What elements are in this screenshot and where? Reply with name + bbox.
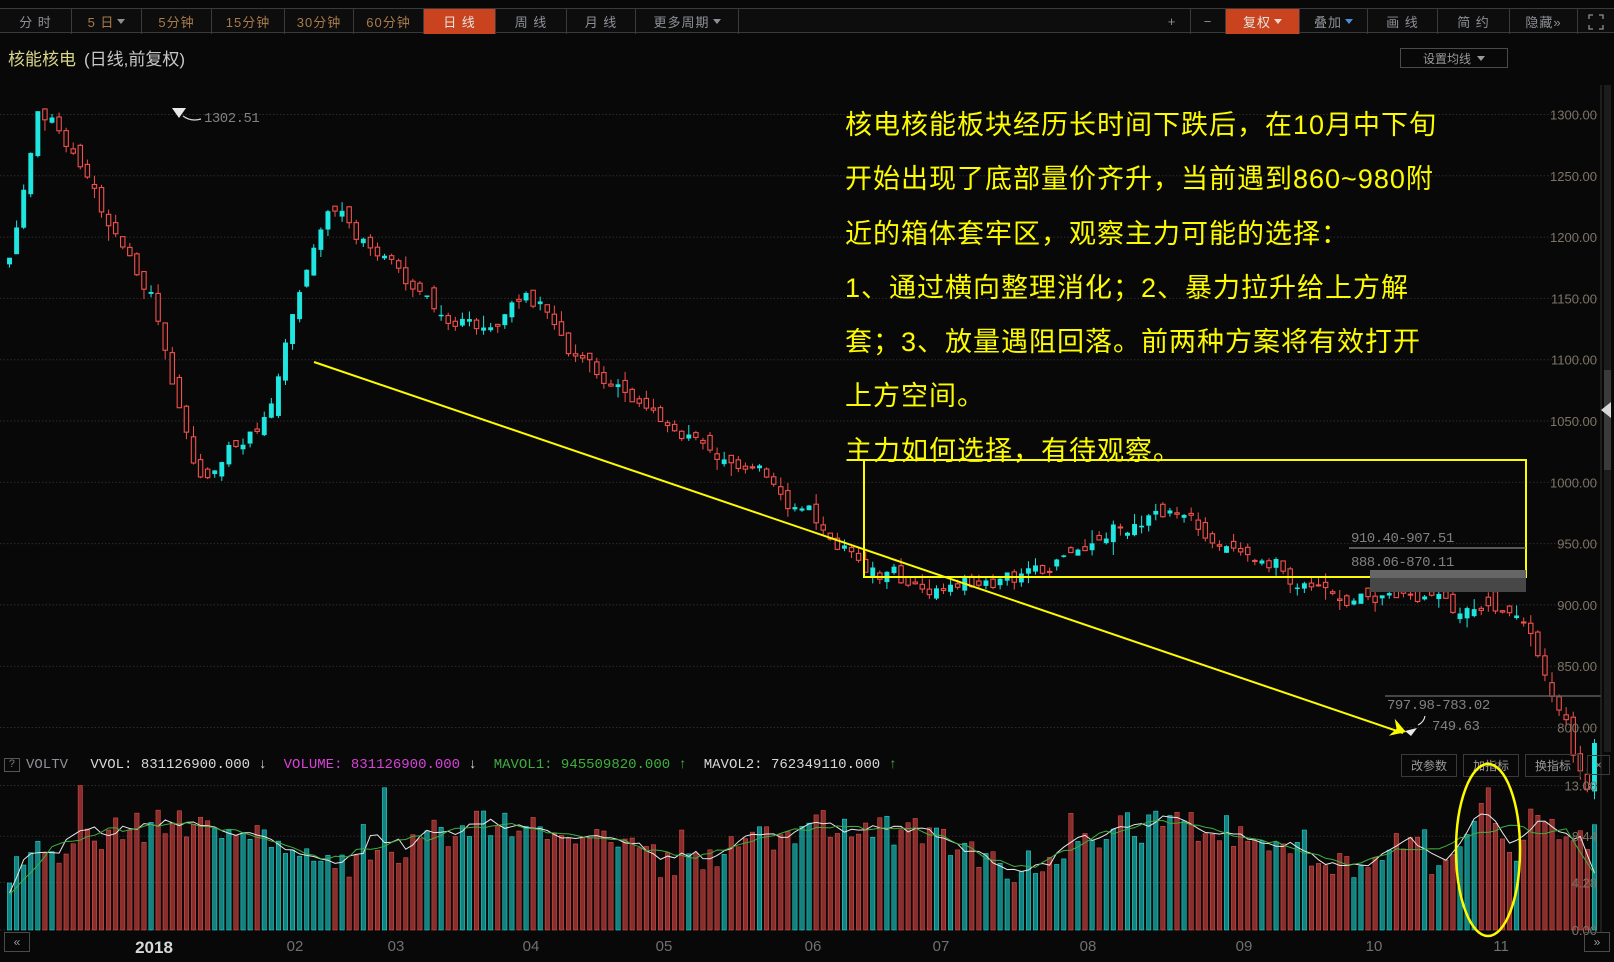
svg-text:4.28: 4.28: [1572, 875, 1597, 890]
svg-text:8.44: 8.44: [1572, 829, 1597, 844]
svg-text:13.00: 13.00: [1564, 779, 1597, 794]
svg-text:950.00: 950.00: [1557, 537, 1597, 552]
svg-text:850.00: 850.00: [1557, 659, 1597, 674]
svg-text:900.00: 900.00: [1557, 598, 1597, 613]
svg-text:800.00: 800.00: [1557, 720, 1597, 735]
